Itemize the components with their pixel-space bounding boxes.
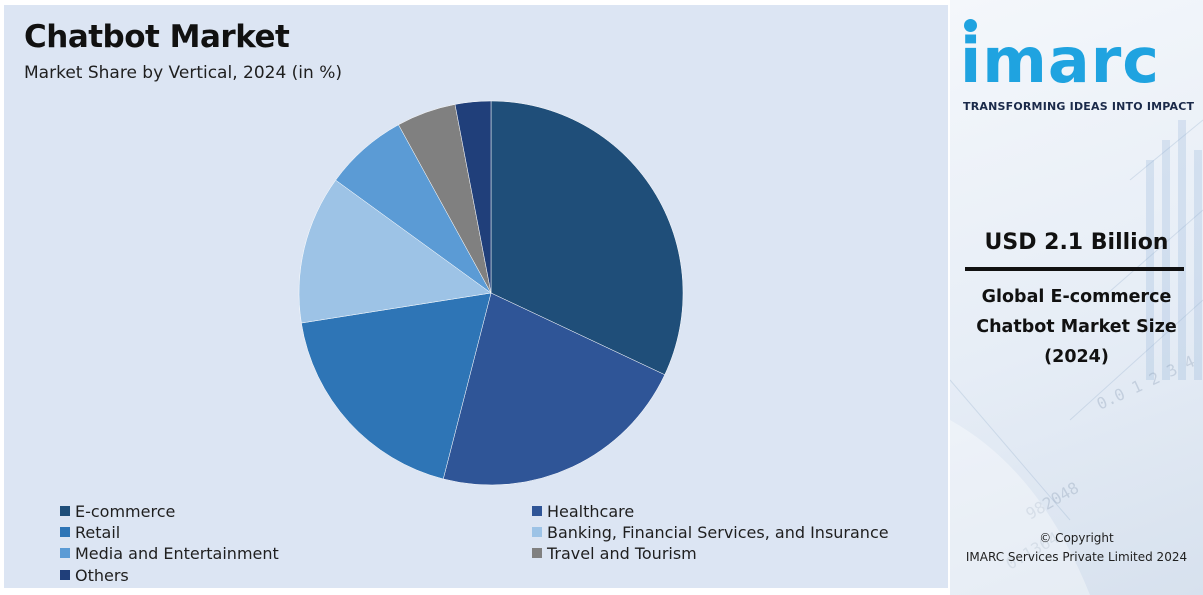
side-panel: 0.0 1 2 3 4 982048 0.1364 imarc TRANSFOR… <box>950 0 1203 595</box>
description-line-2: Chatbot Market Size <box>976 317 1177 337</box>
legend-swatch <box>532 527 542 537</box>
chart-title: Chatbot Market <box>24 19 290 55</box>
legend-item: Travel and Tourism <box>532 543 697 563</box>
pie-slice-e-commerce <box>490 100 684 376</box>
legend-label: Others <box>75 565 129 585</box>
copyright-text: © Copyright <box>1039 531 1114 545</box>
market-size-value: USD 2.1 Billion <box>984 230 1169 255</box>
legend-swatch <box>532 506 542 516</box>
pie-slice-retail <box>301 292 492 480</box>
legend-item: Media and Entertainment <box>60 543 279 563</box>
value-divider <box>965 267 1184 271</box>
pie-slice-healthcare <box>442 292 666 486</box>
pie-chart <box>298 100 684 486</box>
legend-label: Media and Entertainment <box>75 543 279 563</box>
chart-panel: Chatbot Market Market Share by Vertical,… <box>4 5 948 588</box>
legend-swatch <box>532 548 542 558</box>
background-chart-illustration: 0.0 1 2 3 4 982048 0.1364 <box>950 119 1203 595</box>
market-size-description: Global E-commerce Chatbot Market Size (2… <box>960 282 1193 372</box>
legend-item: Retail <box>60 522 120 542</box>
legend-swatch <box>60 548 70 558</box>
pie-slice-others <box>454 100 492 294</box>
legend-item: Healthcare <box>532 501 634 521</box>
description-line-1: Global E-commerce <box>981 287 1172 307</box>
chart-subtitle: Market Share by Vertical, 2024 (in %) <box>24 63 342 83</box>
legend-label: Healthcare <box>547 501 635 521</box>
company-name: IMARC Services Private Limited 2024 <box>965 550 1188 564</box>
legend-label: Travel and Tourism <box>547 543 697 563</box>
legend-item: E-commerce <box>60 501 175 521</box>
legend-label: Retail <box>75 522 121 542</box>
legend-swatch <box>60 506 70 516</box>
legend-swatch <box>60 570 70 580</box>
legend-item: Banking, Financial Services, and Insuran… <box>532 522 889 542</box>
pie-slice-banking-financial-services-and-insurance <box>298 179 492 324</box>
imarc-logo: imarc <box>960 24 1161 97</box>
legend-label: Banking, Financial Services, and Insuran… <box>547 522 889 542</box>
description-line-3: (2024) <box>1044 347 1109 367</box>
legend-label: E-commerce <box>75 501 176 521</box>
logo-dot <box>964 19 977 32</box>
legend-item: Others <box>60 565 129 585</box>
logo-tagline: TRANSFORMING IDEAS INTO IMPACT <box>963 100 1195 113</box>
legend-swatch <box>60 527 70 537</box>
